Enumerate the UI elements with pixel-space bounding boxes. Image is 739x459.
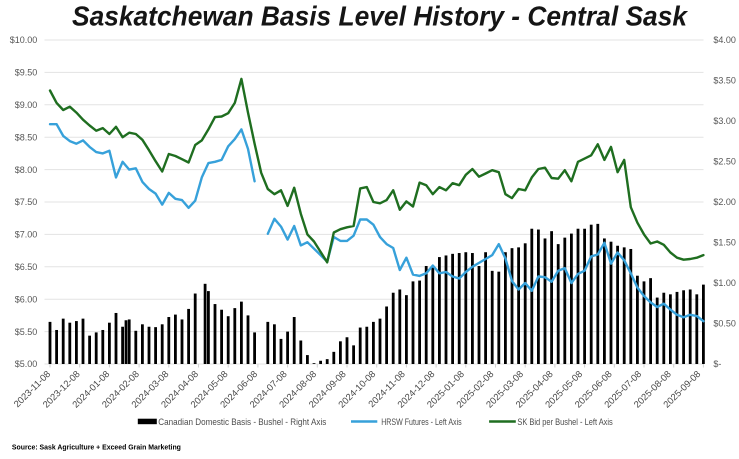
svg-text:$9.50: $9.50 — [15, 68, 38, 78]
svg-text:$2.50: $2.50 — [713, 157, 736, 167]
svg-text:$-: $- — [713, 359, 721, 369]
svg-text:$5.50: $5.50 — [15, 327, 38, 337]
svg-text:HRSW Futures - Left Axis: HRSW Futures - Left Axis — [381, 417, 462, 428]
svg-text:SK Bid per Bushel - Left Axis: SK Bid per Bushel - Left Axis — [517, 417, 613, 428]
svg-text:$0.50: $0.50 — [713, 319, 736, 329]
svg-text:$2.00: $2.00 — [713, 197, 736, 207]
svg-text:Source: Sask Agriculture + Exc: Source: Sask Agriculture + Exceed Grain … — [12, 442, 181, 451]
svg-text:$6.00: $6.00 — [15, 294, 38, 304]
svg-text:Canadian Domestic Basis - Bush: Canadian Domestic Basis - Bushel - Right… — [158, 417, 326, 428]
svg-text:$7.50: $7.50 — [15, 197, 38, 207]
svg-text:$3.00: $3.00 — [713, 116, 736, 126]
svg-text:$1.50: $1.50 — [713, 238, 736, 248]
svg-text:Saskatchewan Basis Level Histo: Saskatchewan Basis Level History - Centr… — [72, 1, 688, 32]
svg-text:$8.00: $8.00 — [15, 165, 38, 175]
svg-text:$8.50: $8.50 — [15, 132, 38, 142]
svg-text:$6.50: $6.50 — [15, 262, 38, 272]
svg-text:$10.00: $10.00 — [10, 35, 38, 45]
svg-text:$3.50: $3.50 — [713, 76, 736, 86]
svg-text:$1.00: $1.00 — [713, 278, 736, 288]
svg-text:$7.00: $7.00 — [15, 230, 38, 240]
svg-text:$4.00: $4.00 — [713, 35, 736, 45]
svg-text:$5.00: $5.00 — [15, 359, 38, 369]
svg-text:$9.00: $9.00 — [15, 100, 38, 110]
